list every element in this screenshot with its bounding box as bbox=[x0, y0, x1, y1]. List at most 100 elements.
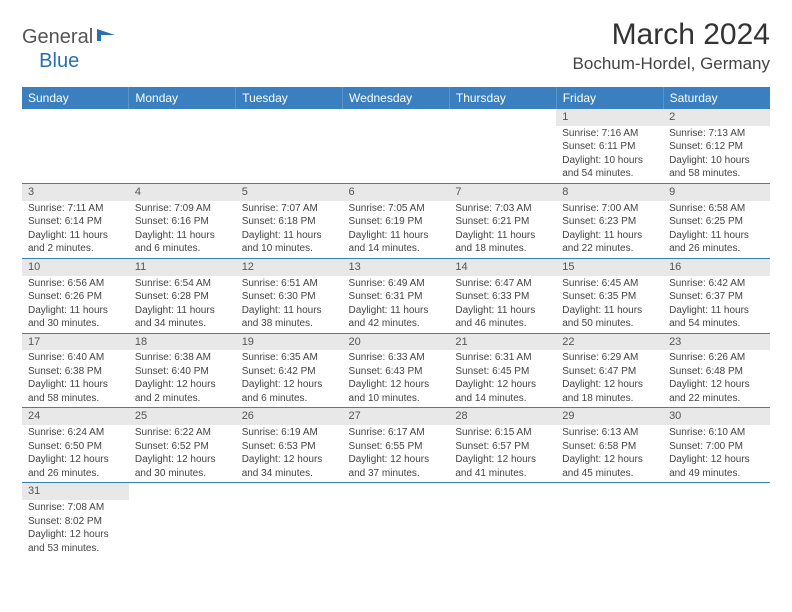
day-body: Sunrise: 6:19 AMSunset: 6:53 PMDaylight:… bbox=[236, 426, 343, 482]
sunset-text: Sunset: 6:12 PM bbox=[669, 140, 764, 154]
day-number: 10 bbox=[22, 259, 129, 276]
sunset-text: Sunset: 6:52 PM bbox=[135, 440, 230, 454]
calendar-day-cell: 29Sunrise: 6:13 AMSunset: 6:58 PMDayligh… bbox=[556, 408, 663, 483]
daylight-text: Daylight: 12 hours and 14 minutes. bbox=[455, 378, 550, 405]
calendar-week-row: 17Sunrise: 6:40 AMSunset: 6:38 PMDayligh… bbox=[22, 333, 770, 408]
calendar-day-cell bbox=[663, 483, 770, 557]
day-number: 24 bbox=[22, 408, 129, 425]
day-body: Sunrise: 7:09 AMSunset: 6:16 PMDaylight:… bbox=[129, 202, 236, 258]
daylight-text: Daylight: 11 hours and 38 minutes. bbox=[242, 304, 337, 331]
sunrise-text: Sunrise: 7:08 AM bbox=[28, 501, 123, 515]
calendar-day-cell: 16Sunrise: 6:42 AMSunset: 6:37 PMDayligh… bbox=[663, 258, 770, 333]
day-body: Sunrise: 6:35 AMSunset: 6:42 PMDaylight:… bbox=[236, 351, 343, 407]
daylight-text: Daylight: 12 hours and 6 minutes. bbox=[242, 378, 337, 405]
sunrise-text: Sunrise: 6:33 AM bbox=[349, 351, 444, 365]
sunset-text: Sunset: 6:35 PM bbox=[562, 290, 657, 304]
calendar-day-cell bbox=[129, 109, 236, 183]
sunrise-text: Sunrise: 6:13 AM bbox=[562, 426, 657, 440]
sunset-text: Sunset: 8:02 PM bbox=[28, 515, 123, 529]
sunrise-text: Sunrise: 7:09 AM bbox=[135, 202, 230, 216]
location: Bochum-Hordel, Germany bbox=[573, 54, 770, 74]
daylight-text: Daylight: 12 hours and 45 minutes. bbox=[562, 453, 657, 480]
day-body: Sunrise: 7:11 AMSunset: 6:14 PMDaylight:… bbox=[22, 202, 129, 258]
sunrise-text: Sunrise: 7:16 AM bbox=[562, 127, 657, 141]
day-number: 3 bbox=[22, 184, 129, 201]
daylight-text: Daylight: 12 hours and 34 minutes. bbox=[242, 453, 337, 480]
calendar-day-cell: 23Sunrise: 6:26 AMSunset: 6:48 PMDayligh… bbox=[663, 333, 770, 408]
weekday-header: Friday bbox=[556, 87, 663, 109]
sunrise-text: Sunrise: 6:45 AM bbox=[562, 277, 657, 291]
calendar-day-cell bbox=[449, 483, 556, 557]
day-number: 23 bbox=[663, 334, 770, 351]
daylight-text: Daylight: 11 hours and 54 minutes. bbox=[669, 304, 764, 331]
daylight-text: Daylight: 12 hours and 22 minutes. bbox=[669, 378, 764, 405]
day-number: 4 bbox=[129, 184, 236, 201]
day-body: Sunrise: 6:42 AMSunset: 6:37 PMDaylight:… bbox=[663, 277, 770, 333]
day-number: 16 bbox=[663, 259, 770, 276]
sunrise-text: Sunrise: 6:56 AM bbox=[28, 277, 123, 291]
calendar-day-cell: 4Sunrise: 7:09 AMSunset: 6:16 PMDaylight… bbox=[129, 183, 236, 258]
sunset-text: Sunset: 6:57 PM bbox=[455, 440, 550, 454]
calendar-day-cell bbox=[22, 109, 129, 183]
calendar-day-cell: 18Sunrise: 6:38 AMSunset: 6:40 PMDayligh… bbox=[129, 333, 236, 408]
calendar-day-cell: 28Sunrise: 6:15 AMSunset: 6:57 PMDayligh… bbox=[449, 408, 556, 483]
sunrise-text: Sunrise: 6:22 AM bbox=[135, 426, 230, 440]
calendar-day-cell: 31Sunrise: 7:08 AMSunset: 8:02 PMDayligh… bbox=[22, 483, 129, 557]
sunset-text: Sunset: 6:25 PM bbox=[669, 215, 764, 229]
logo: General bbox=[22, 18, 121, 49]
day-number: 25 bbox=[129, 408, 236, 425]
sunrise-text: Sunrise: 6:17 AM bbox=[349, 426, 444, 440]
sunrise-text: Sunrise: 7:05 AM bbox=[349, 202, 444, 216]
day-body: Sunrise: 7:07 AMSunset: 6:18 PMDaylight:… bbox=[236, 202, 343, 258]
daylight-text: Daylight: 12 hours and 18 minutes. bbox=[562, 378, 657, 405]
calendar-day-cell: 7Sunrise: 7:03 AMSunset: 6:21 PMDaylight… bbox=[449, 183, 556, 258]
sunset-text: Sunset: 6:38 PM bbox=[28, 365, 123, 379]
calendar-day-cell: 12Sunrise: 6:51 AMSunset: 6:30 PMDayligh… bbox=[236, 258, 343, 333]
daylight-text: Daylight: 12 hours and 41 minutes. bbox=[455, 453, 550, 480]
day-body: Sunrise: 6:51 AMSunset: 6:30 PMDaylight:… bbox=[236, 277, 343, 333]
sunset-text: Sunset: 6:14 PM bbox=[28, 215, 123, 229]
daylight-text: Daylight: 11 hours and 18 minutes. bbox=[455, 229, 550, 256]
sunset-text: Sunset: 6:33 PM bbox=[455, 290, 550, 304]
sunset-text: Sunset: 6:43 PM bbox=[349, 365, 444, 379]
sunrise-text: Sunrise: 7:03 AM bbox=[455, 202, 550, 216]
calendar-day-cell bbox=[129, 483, 236, 557]
weekday-header: Tuesday bbox=[236, 87, 343, 109]
sunset-text: Sunset: 6:21 PM bbox=[455, 215, 550, 229]
day-number: 15 bbox=[556, 259, 663, 276]
day-number: 12 bbox=[236, 259, 343, 276]
sunset-text: Sunset: 6:55 PM bbox=[349, 440, 444, 454]
daylight-text: Daylight: 11 hours and 6 minutes. bbox=[135, 229, 230, 256]
logo-text-blue: Blue bbox=[39, 50, 79, 73]
day-body: Sunrise: 6:49 AMSunset: 6:31 PMDaylight:… bbox=[343, 277, 450, 333]
day-body: Sunrise: 6:26 AMSunset: 6:48 PMDaylight:… bbox=[663, 351, 770, 407]
calendar-day-cell: 8Sunrise: 7:00 AMSunset: 6:23 PMDaylight… bbox=[556, 183, 663, 258]
day-body: Sunrise: 7:05 AMSunset: 6:19 PMDaylight:… bbox=[343, 202, 450, 258]
calendar-day-cell: 10Sunrise: 6:56 AMSunset: 6:26 PMDayligh… bbox=[22, 258, 129, 333]
sunrise-text: Sunrise: 6:47 AM bbox=[455, 277, 550, 291]
day-number: 17 bbox=[22, 334, 129, 351]
calendar-day-cell: 20Sunrise: 6:33 AMSunset: 6:43 PMDayligh… bbox=[343, 333, 450, 408]
sunset-text: Sunset: 6:37 PM bbox=[669, 290, 764, 304]
calendar-day-cell: 13Sunrise: 6:49 AMSunset: 6:31 PMDayligh… bbox=[343, 258, 450, 333]
weekday-header: Monday bbox=[129, 87, 236, 109]
calendar-day-cell: 15Sunrise: 6:45 AMSunset: 6:35 PMDayligh… bbox=[556, 258, 663, 333]
calendar-day-cell: 27Sunrise: 6:17 AMSunset: 6:55 PMDayligh… bbox=[343, 408, 450, 483]
title-block: March 2024 Bochum-Hordel, Germany bbox=[573, 18, 770, 74]
calendar-day-cell bbox=[556, 483, 663, 557]
sunrise-text: Sunrise: 6:42 AM bbox=[669, 277, 764, 291]
daylight-text: Daylight: 11 hours and 2 minutes. bbox=[28, 229, 123, 256]
daylight-text: Daylight: 11 hours and 14 minutes. bbox=[349, 229, 444, 256]
daylight-text: Daylight: 11 hours and 30 minutes. bbox=[28, 304, 123, 331]
day-body: Sunrise: 6:22 AMSunset: 6:52 PMDaylight:… bbox=[129, 426, 236, 482]
sunrise-text: Sunrise: 6:31 AM bbox=[455, 351, 550, 365]
sunrise-text: Sunrise: 7:00 AM bbox=[562, 202, 657, 216]
sunrise-text: Sunrise: 6:58 AM bbox=[669, 202, 764, 216]
day-body: Sunrise: 6:13 AMSunset: 6:58 PMDaylight:… bbox=[556, 426, 663, 482]
daylight-text: Daylight: 12 hours and 30 minutes. bbox=[135, 453, 230, 480]
day-number: 29 bbox=[556, 408, 663, 425]
weekday-header: Sunday bbox=[22, 87, 129, 109]
day-body: Sunrise: 6:38 AMSunset: 6:40 PMDaylight:… bbox=[129, 351, 236, 407]
weekday-header-row: SundayMondayTuesdayWednesdayThursdayFrid… bbox=[22, 87, 770, 109]
weekday-header: Wednesday bbox=[343, 87, 450, 109]
